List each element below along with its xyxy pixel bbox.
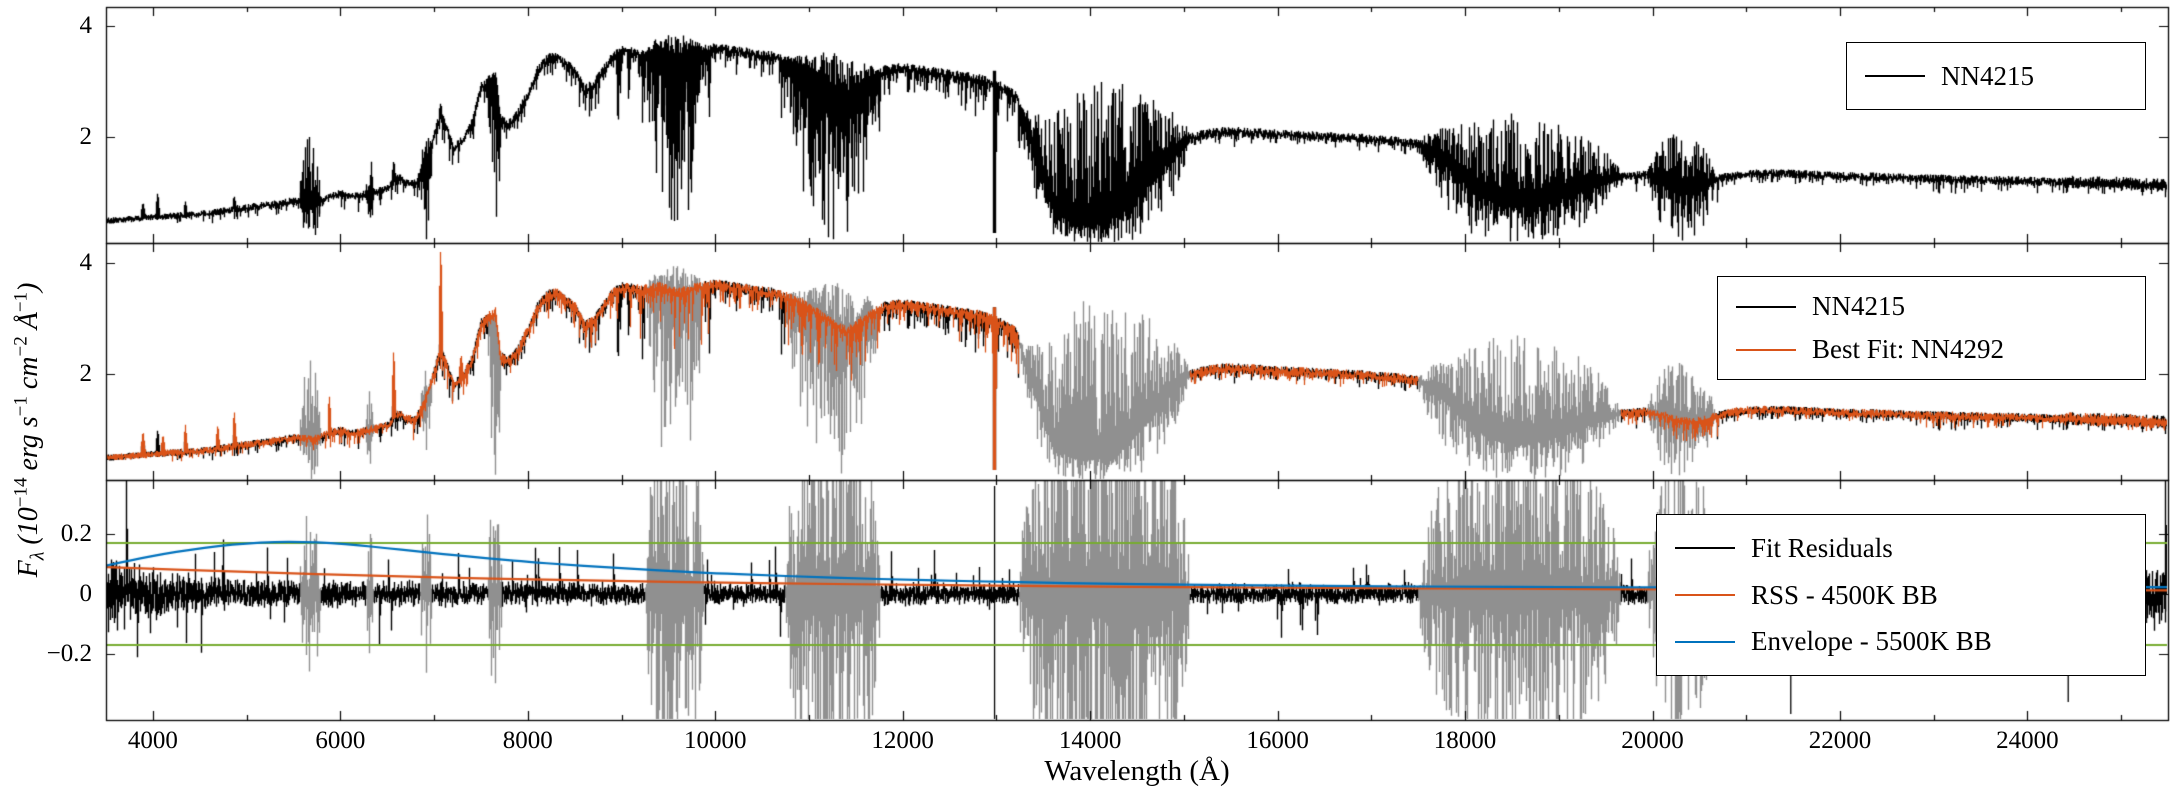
legend-entry: Best Fit: NN4292 xyxy=(1736,336,2145,363)
x-tick-label: 18000 xyxy=(1433,727,1497,754)
x-tick-label: 10000 xyxy=(683,727,747,754)
y-tick-label: 4 xyxy=(79,12,93,40)
legend-residuals-panel: Fit Residuals RSS - 4500K BB Envelope - … xyxy=(1656,514,2146,676)
y-tick-label: 2 xyxy=(79,123,93,151)
y-tick-label: 0.2 xyxy=(60,520,92,547)
x-tick-label: 22000 xyxy=(1808,727,1872,754)
y-tick-label: −0.2 xyxy=(46,640,92,667)
y-tick-label: 2 xyxy=(79,360,93,388)
legend-entry: Envelope - 5500K BB xyxy=(1675,628,2145,655)
x-tick-label: 6000 xyxy=(315,727,366,754)
x-tick-label: 20000 xyxy=(1621,727,1684,754)
legend-label: RSS - 4500K BB xyxy=(1751,579,1938,610)
legend-label: NN4215 xyxy=(1812,291,1905,321)
legend-line-sample xyxy=(1675,640,1735,643)
x-tick-label: 16000 xyxy=(1246,727,1309,754)
legend-line-sample xyxy=(1675,547,1735,550)
legend-label: Envelope - 5500K BB xyxy=(1751,626,1992,657)
legend-line-sample xyxy=(1675,594,1735,596)
legend-entry: RSS - 4500K BB xyxy=(1675,579,2145,610)
legend-label: Best Fit: NN4292 xyxy=(1812,334,2005,364)
x-tick-label: 4000 xyxy=(127,727,178,754)
legend-line-sample xyxy=(1736,305,1796,308)
legend-fit-panel: NN4215 Best Fit: NN4292 xyxy=(1717,276,2146,380)
legend-entry: NN4215 xyxy=(1736,293,2145,320)
y-tick-label: 0 xyxy=(79,580,93,607)
x-tick-label: 8000 xyxy=(502,727,553,754)
x-tick-label: 14000 xyxy=(1058,727,1122,754)
x-tick-label: 12000 xyxy=(871,727,934,754)
legend-observed-panel: NN4215 xyxy=(1846,42,2146,110)
legend-label: NN4215 xyxy=(1941,60,2034,91)
legend-line-sample xyxy=(1736,348,1796,351)
legend-entry: NN4215 xyxy=(1865,60,2145,91)
legend-label: Fit Residuals xyxy=(1751,532,1893,563)
legend-entry: Fit Residuals xyxy=(1675,532,2145,563)
x-tick-label: 24000 xyxy=(1996,727,2059,754)
legend-line-sample xyxy=(1865,75,1925,77)
x-axis-label: Wavelength (Å) xyxy=(1044,755,1230,787)
y-tick-label: 4 xyxy=(79,248,93,276)
